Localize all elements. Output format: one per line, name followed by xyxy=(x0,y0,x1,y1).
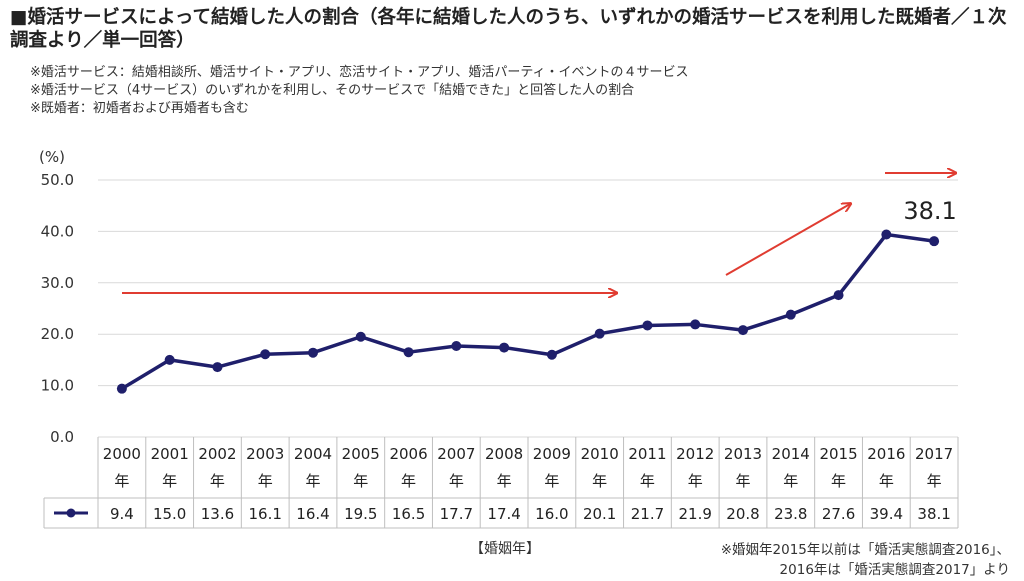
table-value-cell: 20.1 xyxy=(583,505,616,523)
data-point xyxy=(308,347,318,358)
x-category-label: 2007 xyxy=(437,445,475,463)
value-annotation: 38.1 xyxy=(903,197,956,225)
data-point xyxy=(690,319,701,330)
table-value-cell: 17.7 xyxy=(440,505,473,523)
y-tick-label: 40.0 xyxy=(41,222,74,240)
table-value-cell: 21.7 xyxy=(631,505,664,523)
table-value-cell: 19.5 xyxy=(344,505,377,523)
x-category-suffix: 年 xyxy=(497,472,512,490)
data-point xyxy=(212,362,223,373)
note-line: ※婚活サービス：結婚相談所、婚活サイト・アプリ、恋活サイト・アプリ、婚活パーティ… xyxy=(30,65,689,80)
x-category-label: 2012 xyxy=(676,445,714,463)
table-value-cell: 16.5 xyxy=(392,505,425,523)
x-category-suffix: 年 xyxy=(640,472,655,490)
x-category-label: 2017 xyxy=(915,445,953,463)
data-point xyxy=(164,354,175,365)
x-category-suffix: 年 xyxy=(210,472,225,490)
x-category-label: 2014 xyxy=(772,445,810,463)
x-category-suffix: 年 xyxy=(544,472,559,490)
data-point xyxy=(785,309,796,320)
x-category-suffix: 年 xyxy=(688,472,703,490)
table-value-cell: 13.6 xyxy=(201,505,234,523)
chart-title: ■婚活サービスによって結婚した人の割合（各年に結婚した人のうち、いずれかの婚活サ… xyxy=(10,7,1007,51)
x-category-suffix: 年 xyxy=(879,472,894,490)
data-point xyxy=(116,383,127,394)
x-category-label: 2000 xyxy=(103,445,141,463)
data-point xyxy=(594,328,605,339)
x-axis-label: 【婚姻年】 xyxy=(470,541,540,557)
data-point xyxy=(833,290,844,301)
x-category-label: 2003 xyxy=(246,445,284,463)
source-note: ※婚姻年2015年以前は「婚活実態調査2016」、 2016年は「婚活実態調査2… xyxy=(721,540,1010,580)
x-category-suffix: 年 xyxy=(162,472,177,490)
y-tick-label: 20.0 xyxy=(41,325,74,343)
table-value-cell: 17.4 xyxy=(487,505,520,523)
y-tick-label: 30.0 xyxy=(41,274,74,292)
data-point xyxy=(260,349,271,360)
table-value-cell: 16.1 xyxy=(249,505,282,523)
x-category-suffix: 年 xyxy=(353,472,368,490)
data-point xyxy=(881,229,892,240)
note-line: ※婚活サービス（4サービス）のいずれかを利用し、そのサービスで「結婚できた」と回… xyxy=(30,83,635,98)
data-point xyxy=(451,341,462,352)
y-tick-label: 50.0 xyxy=(41,171,74,189)
x-category-label: 2015 xyxy=(819,445,857,463)
chart-notes: ※婚活サービス：結婚相談所、婚活サイト・アプリ、恋活サイト・アプリ、婚活パーティ… xyxy=(30,64,689,118)
x-category-suffix: 年 xyxy=(305,472,320,490)
data-point xyxy=(355,331,366,342)
x-category-label: 2008 xyxy=(485,445,523,463)
x-category-suffix: 年 xyxy=(449,472,464,490)
y-tick-label: 10.0 xyxy=(41,377,74,395)
x-category-label: 2004 xyxy=(294,445,332,463)
x-category-label: 2001 xyxy=(151,445,189,463)
series-line xyxy=(120,232,935,391)
x-category-suffix: 年 xyxy=(831,472,846,490)
note-line: ※既婚者：初婚者および再婚者も含む xyxy=(30,101,249,116)
x-category-label: 2006 xyxy=(389,445,427,463)
x-category-suffix: 年 xyxy=(927,472,942,490)
x-category-suffix: 年 xyxy=(783,472,798,490)
table-value-cell: 16.4 xyxy=(296,505,329,523)
table-value-cell: 20.8 xyxy=(726,505,759,523)
x-category-suffix: 年 xyxy=(735,472,750,490)
table-value-cell: 23.8 xyxy=(774,505,807,523)
x-category-label: 2009 xyxy=(533,445,571,463)
x-category-label: 2013 xyxy=(724,445,762,463)
x-category-label: 2002 xyxy=(198,445,236,463)
table-value-cell: 16.0 xyxy=(535,505,568,523)
table-value-cell: 39.4 xyxy=(870,505,903,523)
data-point xyxy=(403,347,414,358)
source-line: ※婚姻年2015年以前は「婚活実態調査2016」、 xyxy=(720,542,1010,558)
x-category-suffix: 年 xyxy=(592,472,607,490)
y-tick-label: 0.0 xyxy=(50,428,74,446)
x-category-suffix: 年 xyxy=(258,472,273,490)
x-category-label: 2011 xyxy=(628,445,666,463)
legend-point-marker xyxy=(66,508,76,518)
table-value-cell: 15.0 xyxy=(153,505,186,523)
table-value-cell: 9.4 xyxy=(110,505,134,523)
data-point xyxy=(642,320,653,331)
data-point xyxy=(499,342,510,353)
x-category-label: 2010 xyxy=(581,445,619,463)
table-value-cell: 27.6 xyxy=(822,505,855,523)
table-value-cell: 21.9 xyxy=(679,505,712,523)
x-category-suffix: 年 xyxy=(114,472,129,490)
source-line: 2016年は「婚活実態調査2017」より xyxy=(779,562,1010,578)
y-axis-unit: (%) xyxy=(39,148,65,166)
data-point xyxy=(929,236,940,247)
x-category-label: 2016 xyxy=(867,445,905,463)
trend-arrow xyxy=(725,204,850,276)
x-category-suffix: 年 xyxy=(401,472,416,490)
data-point xyxy=(738,325,748,336)
table-value-cell: 38.1 xyxy=(917,505,950,523)
data-point xyxy=(546,349,557,360)
x-category-label: 2005 xyxy=(342,445,380,463)
